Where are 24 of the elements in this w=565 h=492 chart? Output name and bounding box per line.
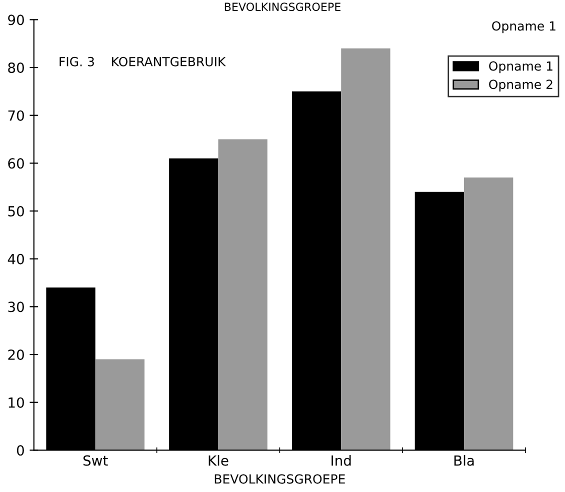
y-tick-label: 0 (16, 445, 24, 456)
legend-title: Opname 1 (492, 21, 556, 34)
bar (218, 139, 268, 450)
text: FIG. 3 KOERANTGEBRUIK (60, 56, 226, 66)
y-tick-label: 30 (8, 302, 24, 312)
y-tick-label: 80 (8, 62, 24, 73)
bar (464, 178, 514, 450)
x-tick-label: Kle (208, 455, 228, 466)
x-tick-label: Ind (332, 455, 351, 466)
bar (95, 359, 144, 450)
chart-subtitle: BEVOLKINGSGROEPE (224, 2, 340, 12)
x-tick-label: Bla (454, 455, 474, 466)
x-axis-title: BEVOLKINGSGROEPE (214, 474, 345, 484)
bar (341, 48, 390, 450)
legend-label: Opname 2 (489, 80, 552, 92)
y-tick-label: 60 (8, 158, 24, 169)
y-tick-label: 70 (8, 110, 24, 121)
y-tick-label: 50 (8, 206, 24, 216)
y-tick-label: 20 (8, 349, 24, 360)
y-tick-label: 90 (8, 14, 24, 26)
y-tick-label: 40 (8, 254, 24, 264)
y-tick-label: 10 (8, 397, 24, 408)
x-tick-label: Swt (83, 455, 108, 466)
legend-label: Opname 1 (489, 61, 552, 74)
